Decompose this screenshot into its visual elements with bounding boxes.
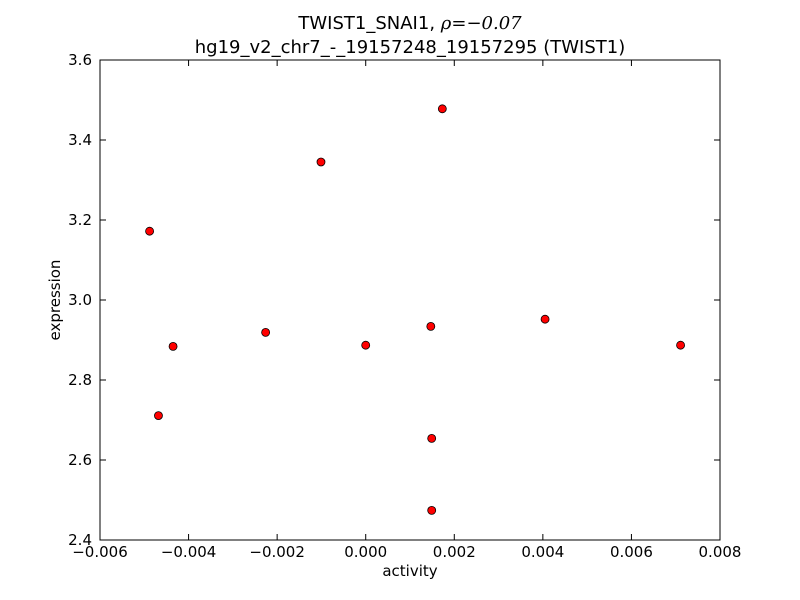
- y-tick-label: 3.4: [68, 131, 92, 149]
- y-tick-label: 3.6: [68, 51, 92, 69]
- axis-ticks: [99, 59, 721, 541]
- title-text: TWIST1_SNAI1,: [297, 13, 440, 34]
- chart-title-line2: hg19_v2_chr7_-_19157248_19157295 (TWIST1…: [195, 37, 625, 58]
- data-point-12: [676, 340, 685, 350]
- x-tick-label: 0.006: [610, 543, 653, 561]
- data-point-4: [261, 327, 271, 337]
- title-rho-value: =−0.07: [451, 13, 522, 34]
- data-point-5: [316, 157, 326, 167]
- x-tick-label: 0.004: [521, 543, 564, 561]
- data-point-8: [427, 433, 437, 443]
- y-axis-label: expression: [46, 260, 64, 341]
- title-rho-symbol: ρ: [440, 13, 452, 34]
- data-point-3: [168, 341, 178, 351]
- x-tick-label: −0.006: [72, 543, 128, 561]
- data-point-6: [361, 340, 371, 350]
- x-tick-label: 0.008: [699, 543, 742, 561]
- data-point-7: [426, 321, 436, 331]
- y-tick-label: 3.2: [68, 211, 92, 229]
- data-point-9: [427, 505, 437, 515]
- y-tick-label: 2.4: [68, 531, 92, 549]
- x-tick-label: −0.004: [161, 543, 217, 561]
- data-point-2: [154, 411, 163, 421]
- chart-title-line1: TWIST1_SNAI1, ρ=−0.07: [297, 13, 522, 34]
- x-tick-label: 0.000: [344, 543, 387, 561]
- tick-labels: −0.006 −0.004 −0.002 0.000 0.002 0.004 0.006 0.…: [68, 51, 741, 561]
- x-tick-label: −0.002: [249, 543, 305, 561]
- y-tick-label: 2.8: [68, 371, 92, 389]
- data-points: [145, 104, 685, 515]
- y-tick-label: 2.6: [68, 451, 92, 469]
- data-point-11: [540, 314, 550, 324]
- plot-frame: [99, 59, 721, 541]
- data-point-10: [437, 104, 447, 114]
- y-tick-label: 3.0: [68, 291, 92, 309]
- data-point-1: [145, 226, 155, 236]
- x-axis-label: activity: [382, 562, 437, 580]
- x-tick-label: 0.002: [433, 543, 476, 561]
